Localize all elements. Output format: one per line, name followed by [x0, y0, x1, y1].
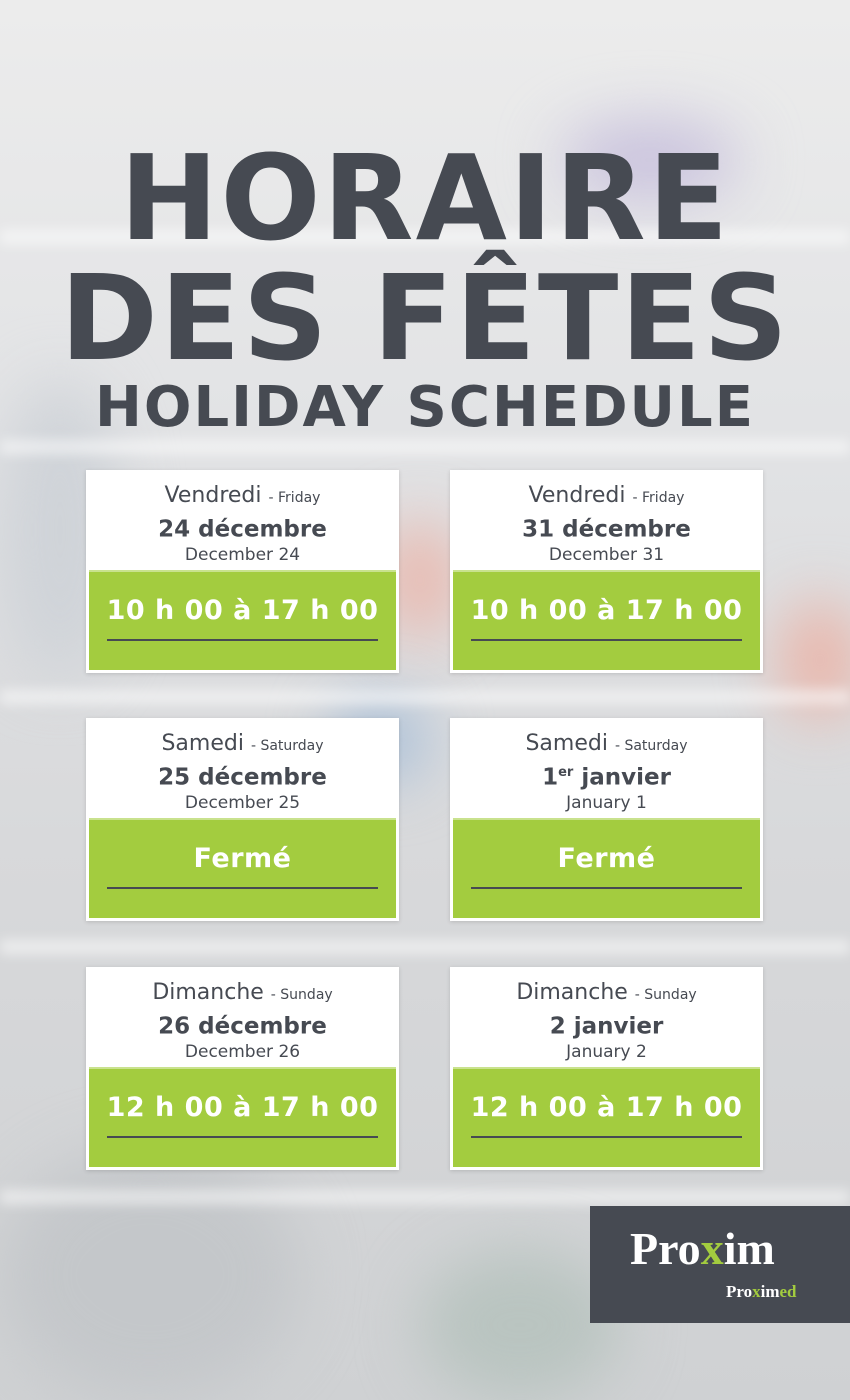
- hours-section: 12 h 00 à 17 h 00: [89, 1067, 396, 1167]
- divider: [107, 887, 378, 889]
- title-holiday-schedule: HOLIDAY SCHEDULE: [95, 375, 755, 440]
- date-en: December 25: [184, 792, 301, 813]
- date-fr: 26 décembre: [158, 1013, 327, 1040]
- divider: [471, 887, 742, 889]
- hours-text: 12 h 00 à 17 h 00: [106, 1092, 379, 1123]
- date-fr: 25 décembre: [158, 764, 327, 791]
- schedule-card: Vendredi - Friday 31 décembre December 3…: [450, 470, 763, 673]
- card-date-section: Samedi - Saturday 1er janvier January 1: [453, 721, 760, 818]
- card-date-section: Vendredi - Friday 24 décembre December 2…: [89, 473, 396, 570]
- divider: [471, 639, 742, 641]
- hours-section: 10 h 00 à 17 h 00: [453, 570, 760, 670]
- schedule-card: Dimanche - Sunday 2 janvier January 2 12…: [450, 967, 763, 1170]
- proxim-brand: Proxim: [630, 1223, 775, 1274]
- date-en: January 2: [566, 1041, 647, 1062]
- day-label: Dimanche - Sunday: [516, 980, 697, 1005]
- schedule-card: Samedi - Saturday 1er janvier January 1 …: [450, 718, 763, 921]
- card-date-section: Vendredi - Friday 31 décembre December 3…: [453, 473, 760, 570]
- date-en: December 24: [184, 544, 301, 565]
- proximed-brand: Proximed: [726, 1282, 797, 1301]
- hours-text: 12 h 00 à 17 h 00: [470, 1092, 743, 1123]
- title-horaire: HORAIRE: [119, 129, 731, 267]
- hours-section: 10 h 00 à 17 h 00: [89, 570, 396, 670]
- proxim-logo: Proxim Proximed: [590, 1206, 850, 1323]
- day-label: Samedi - Saturday: [525, 731, 688, 756]
- card-date-section: Samedi - Saturday 25 décembre December 2…: [89, 721, 396, 818]
- title-des-fetes: DES FÊTES: [60, 249, 790, 387]
- date-en: January 1: [566, 792, 647, 813]
- hours-section: Fermé: [89, 818, 396, 918]
- hours-section: 12 h 00 à 17 h 00: [453, 1067, 760, 1167]
- card-date-section: Dimanche - Sunday 26 décembre December 2…: [89, 970, 396, 1067]
- schedule-card: Vendredi - Friday 24 décembre December 2…: [86, 470, 399, 673]
- divider: [107, 639, 378, 641]
- hours-text: 10 h 00 à 17 h 00: [470, 595, 743, 626]
- divider: [107, 1136, 378, 1138]
- day-label: Dimanche - Sunday: [152, 980, 333, 1005]
- divider: [471, 1136, 742, 1138]
- hours-text: Fermé: [557, 843, 656, 874]
- day-label: Samedi - Saturday: [161, 731, 324, 756]
- date-fr: 1er janvier: [542, 764, 671, 791]
- date-fr: 24 décembre: [158, 516, 327, 543]
- hours-text: Fermé: [193, 843, 292, 874]
- day-label: Vendredi - Friday: [164, 483, 321, 508]
- date-en: December 26: [184, 1041, 301, 1062]
- schedule-card: Samedi - Saturday 25 décembre December 2…: [86, 718, 399, 921]
- card-date-section: Dimanche - Sunday 2 janvier January 2: [453, 970, 760, 1067]
- date-fr: 31 décembre: [522, 516, 691, 543]
- date-en: December 31: [548, 544, 665, 565]
- hours-section: Fermé: [453, 818, 760, 918]
- day-label: Vendredi - Friday: [528, 483, 685, 508]
- date-fr: 2 janvier: [549, 1013, 664, 1040]
- hours-text: 10 h 00 à 17 h 00: [106, 595, 379, 626]
- schedule-card: Dimanche - Sunday 26 décembre December 2…: [86, 967, 399, 1170]
